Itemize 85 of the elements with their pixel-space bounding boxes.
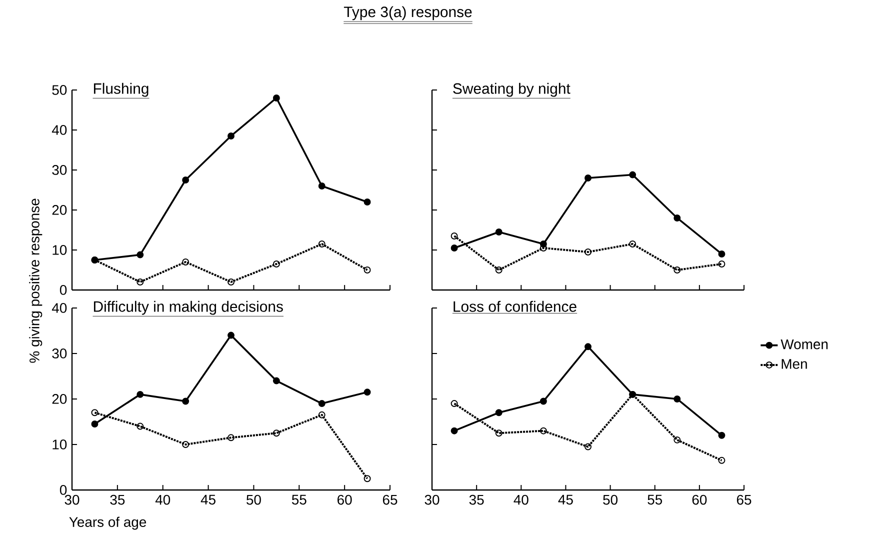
x-tick-label: 30	[424, 494, 440, 505]
point	[674, 266, 681, 274]
x-tick-label: 65	[736, 494, 752, 505]
point	[272, 377, 280, 384]
point	[495, 228, 502, 236]
y-tick-label: 10	[52, 440, 67, 450]
y-tick-label: 20	[52, 205, 67, 215]
point	[450, 400, 458, 408]
point	[674, 214, 681, 222]
point	[718, 456, 726, 464]
point	[540, 427, 547, 434]
point	[91, 420, 98, 428]
point	[318, 182, 326, 190]
point	[450, 427, 458, 434]
y-tick-label: 0	[60, 285, 67, 295]
x-tick-label: 35	[110, 494, 125, 505]
point	[228, 332, 234, 339]
point	[228, 434, 234, 442]
y-tick-label: 50	[52, 85, 67, 95]
point	[718, 432, 726, 439]
chart-title: Flushing	[94, 82, 148, 97]
point	[182, 258, 190, 266]
point	[136, 278, 144, 286]
chart-title: Difficulty in making decisions	[94, 300, 283, 315]
chart-title: Sweating by night	[453, 82, 570, 97]
y-tick-label: 30	[52, 165, 67, 175]
point	[629, 240, 636, 248]
point	[584, 343, 592, 350]
text: Type 3(a) response	[344, 6, 472, 20]
y-tick-label: 0	[60, 485, 67, 495]
x-tick-label: 35	[469, 494, 484, 505]
point	[718, 250, 726, 258]
point	[674, 436, 681, 444]
point	[718, 260, 726, 268]
point	[674, 395, 681, 402]
point	[495, 266, 502, 274]
x-tick-label: 45	[558, 494, 573, 505]
point	[364, 475, 371, 482]
x-tick-label: 40	[514, 494, 528, 505]
point	[318, 411, 326, 418]
point	[495, 430, 502, 437]
point	[364, 266, 371, 274]
chart-title: Loss of confidence	[454, 300, 576, 312]
y-tick-label: 40	[52, 125, 67, 135]
point	[136, 251, 144, 258]
x-tick-label: 65	[382, 494, 398, 505]
point	[136, 422, 144, 430]
point	[584, 443, 592, 450]
point	[182, 176, 190, 184]
point	[629, 171, 636, 178]
point	[584, 174, 592, 182]
point	[364, 198, 371, 206]
point	[91, 409, 98, 416]
x-tick-label: 40	[155, 494, 170, 505]
y-tick-label: 20	[52, 394, 67, 404]
y-tick-label: 40	[52, 303, 67, 313]
point	[272, 260, 280, 268]
point	[495, 409, 502, 416]
x-tick-label: 55	[648, 494, 662, 505]
point	[584, 248, 592, 256]
y-tick-label: 10	[52, 245, 67, 255]
x-tick-label: 50	[246, 494, 261, 505]
x-tick-label: 55	[292, 494, 306, 505]
x-tick-label: 50	[603, 494, 618, 505]
point	[318, 400, 326, 408]
x-tick-label: 45	[200, 494, 216, 505]
x-axis-title: Years of age	[69, 516, 146, 530]
point	[450, 244, 458, 252]
point	[540, 398, 547, 405]
point	[318, 240, 326, 248]
point	[272, 94, 280, 102]
point	[182, 398, 190, 405]
point	[136, 390, 144, 398]
point	[228, 132, 234, 140]
legend-label: Women	[780, 339, 828, 350]
legend-label: Men	[782, 359, 807, 369]
x-tick-label: 60	[338, 494, 352, 505]
x-tick-label: 60	[692, 494, 707, 505]
point	[228, 278, 234, 286]
point	[364, 388, 371, 396]
point	[450, 232, 458, 240]
point	[182, 440, 190, 448]
point	[272, 430, 280, 437]
y-axis-title: % giving positive response	[29, 198, 42, 363]
y-tick-label: 30	[52, 348, 67, 358]
